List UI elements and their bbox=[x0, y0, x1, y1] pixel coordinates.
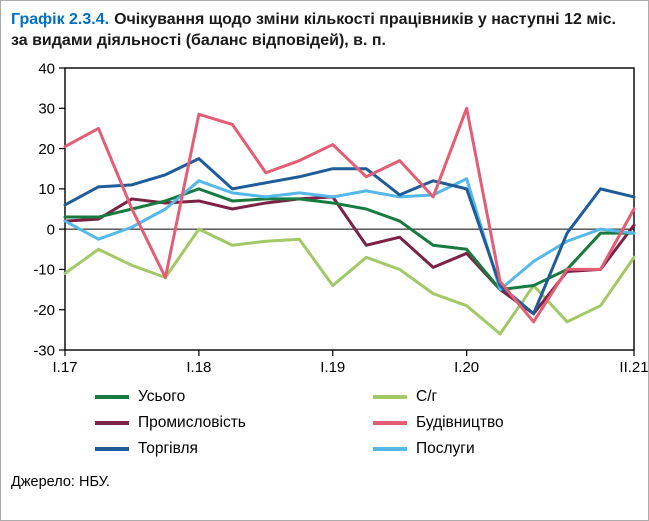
svg-text:-10: -10 bbox=[33, 261, 55, 278]
legend-swatch-industry bbox=[95, 420, 129, 425]
svg-text:I.20: I.20 bbox=[454, 359, 479, 376]
svg-text:I.19: I.19 bbox=[320, 359, 345, 376]
svg-text:40: 40 bbox=[38, 60, 55, 77]
legend-item-services: Послуги bbox=[373, 438, 648, 460]
legend-label-services: Послуги bbox=[416, 439, 475, 457]
chart-title-text: Очікування щодо зміни кількості працівни… bbox=[11, 11, 616, 49]
legend-item-total: Усього bbox=[95, 386, 373, 408]
legend-swatch-total bbox=[95, 394, 129, 399]
svg-text:I.18: I.18 bbox=[186, 359, 211, 376]
svg-text:I.17: I.17 bbox=[52, 359, 77, 376]
chart-number: Графік 2.3.4. bbox=[11, 11, 110, 28]
legend-item-trade: Торгівля bbox=[95, 438, 373, 460]
svg-text:0: 0 bbox=[47, 221, 55, 238]
svg-text:II.21: II.21 bbox=[619, 359, 648, 376]
legend-label-total: Усього bbox=[138, 387, 186, 405]
svg-text:20: 20 bbox=[38, 140, 55, 157]
source-note: Джерело: НБУ. bbox=[11, 473, 110, 490]
legend-label-construction: Будівництво bbox=[416, 413, 504, 431]
svg-text:-30: -30 bbox=[33, 342, 55, 359]
legend-swatch-agriculture bbox=[373, 394, 407, 399]
legend-swatch-construction bbox=[373, 420, 407, 425]
chart-legend: Усього С/г Промисловість Будівництво Тор… bbox=[1, 386, 648, 460]
chart-title: Графік 2.3.4. Очікування щодо зміни кільк… bbox=[1, 1, 648, 52]
legend-item-construction: Будівництво bbox=[373, 412, 648, 434]
legend-swatch-trade bbox=[95, 446, 129, 451]
legend-swatch-services bbox=[373, 446, 407, 451]
legend-label-industry: Промисловість bbox=[138, 413, 246, 431]
legend-label-trade: Торгівля bbox=[138, 439, 198, 457]
legend-item-industry: Промисловість bbox=[95, 412, 373, 434]
legend-item-agriculture: С/г bbox=[373, 386, 648, 408]
svg-text:10: 10 bbox=[38, 181, 55, 198]
svg-text:30: 30 bbox=[38, 100, 55, 117]
legend-label-agriculture: С/г bbox=[416, 387, 438, 405]
line-chart: 40 30 20 10 0 -10 -20 -30I.17 I.18 I.19 I.20 II.21 bbox=[33, 60, 648, 376]
svg-text:-20: -20 bbox=[33, 302, 55, 319]
